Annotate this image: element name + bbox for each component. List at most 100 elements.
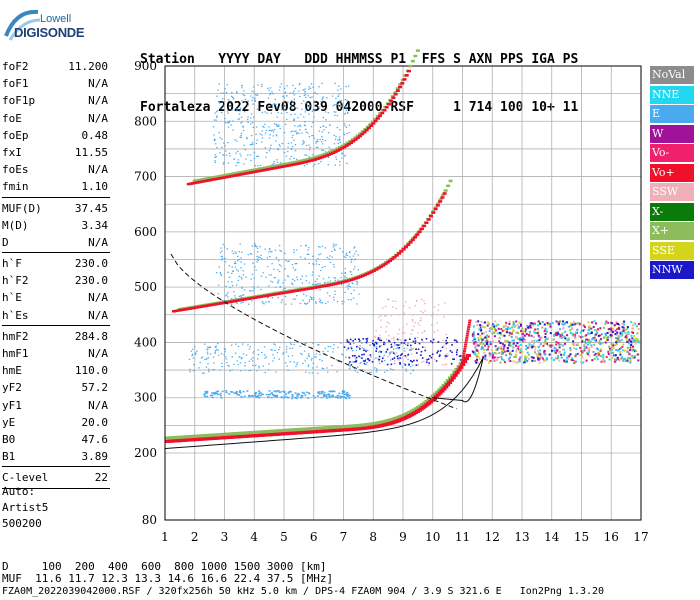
echo-dot: [317, 258, 319, 260]
echo-dot: [402, 311, 404, 314]
echo-dot: [561, 323, 564, 326]
echo-dot: [264, 147, 266, 149]
echo-dot: [289, 158, 291, 160]
f2-2hop-o: [301, 288, 306, 291]
echo-dot: [227, 121, 230, 124]
echo-dot: [617, 358, 620, 361]
echo-dot: [257, 155, 260, 157]
echo-dot: [519, 343, 522, 346]
f2-3hop-x: [408, 64, 413, 68]
echo-dot: [357, 366, 359, 368]
echo-dot: [617, 336, 620, 339]
f2-2hop-o: [344, 279, 349, 283]
echo-dot: [217, 349, 219, 351]
echo-dot: [544, 332, 547, 335]
echo-dot: [512, 330, 515, 333]
echo-dot: [222, 92, 225, 94]
digisonde-swoosh-icon: [4, 9, 41, 41]
f2-3hop-x: [197, 178, 202, 182]
f2-2hop-o: [360, 274, 365, 278]
echo-dot: [360, 362, 362, 364]
echo-dot: [341, 152, 343, 154]
echo-dot: [445, 339, 447, 342]
echo-dot: [496, 357, 499, 360]
echo-dot: [587, 349, 590, 352]
echo-dot: [284, 87, 286, 90]
echo-dot: [334, 396, 337, 398]
echo-dot: [445, 347, 448, 349]
echo-dot: [249, 117, 252, 119]
f2-3hop-x: [343, 143, 348, 146]
echo-dot: [257, 365, 260, 367]
echo-dot: [284, 303, 287, 305]
f2-trace-o: [454, 371, 460, 375]
echo-dot: [333, 134, 335, 136]
echo-dot: [568, 355, 571, 358]
echo-dot: [530, 322, 533, 325]
param-value: N/A: [88, 111, 108, 125]
echo-dot: [511, 339, 514, 342]
echo-dot: [256, 258, 259, 260]
f2-2hop-o: [210, 303, 215, 307]
echo-dot: [242, 274, 245, 276]
f2-2hop-o: [185, 307, 190, 311]
echo-dot: [329, 255, 331, 257]
footer-distance-row: D 100 200 400 600 800 1000 1500 3000 [km…: [2, 560, 327, 573]
param-name: B1: [2, 450, 16, 464]
echo-dot: [243, 94, 246, 97]
echo-dot: [233, 291, 235, 293]
echo-dot: [252, 357, 254, 359]
f2-3hop-x: [215, 175, 220, 178]
x-tick-label: 10: [425, 530, 440, 544]
echo-dot: [632, 327, 635, 330]
param-row: B1 3.89: [2, 448, 110, 465]
echo-dot: [614, 329, 617, 332]
echo-dot: [221, 258, 224, 260]
echo-dot: [544, 327, 547, 330]
echo-dot: [300, 113, 302, 116]
echo-dot: [583, 347, 586, 350]
echo-dot: [264, 132, 267, 134]
echo-dot: [216, 111, 218, 113]
echo-dot: [398, 338, 400, 341]
echo-dot: [261, 111, 264, 113]
echo-dot: [525, 344, 528, 347]
f2-2hop-o: [208, 303, 213, 307]
echo-dot: [501, 350, 504, 353]
echo-dot: [550, 357, 553, 360]
echo-dot: [549, 332, 552, 335]
echo-dot: [228, 152, 231, 154]
echo-dot: [340, 100, 342, 102]
echo-dot: [485, 348, 488, 351]
f2-2hop-o: [196, 305, 201, 309]
echo-dot: [231, 266, 233, 268]
echo-dot: [403, 342, 406, 344]
param-row: hmE 110.0: [2, 362, 110, 379]
echo-dot: [235, 284, 238, 286]
f2-3hop-o: [237, 173, 242, 176]
echo-dot: [227, 99, 230, 101]
echo-dot: [279, 391, 282, 393]
echo-dot: [510, 335, 513, 338]
echo-dot: [230, 95, 233, 97]
echo-dot: [560, 333, 563, 336]
echo-dot: [571, 359, 574, 362]
echo-dot: [274, 344, 276, 346]
echo-dot: [499, 333, 502, 336]
echo-dot: [438, 355, 441, 358]
echo-dot: [397, 333, 399, 335]
echo-dot: [524, 358, 527, 361]
f2-trace-x: [433, 392, 439, 396]
echo-dot: [290, 303, 293, 305]
echo-dot: [483, 344, 486, 347]
echo-dot: [344, 271, 346, 274]
echo-dot: [307, 365, 310, 368]
echo-dot: [223, 354, 225, 356]
echo-dot: [372, 339, 374, 342]
echo-dot: [283, 131, 286, 134]
f2-trace-cusp: [464, 339, 468, 342]
echo-dot: [456, 341, 458, 343]
echo-dot: [273, 395, 276, 397]
echo-dot: [320, 300, 322, 302]
echo-dot: [385, 326, 388, 328]
